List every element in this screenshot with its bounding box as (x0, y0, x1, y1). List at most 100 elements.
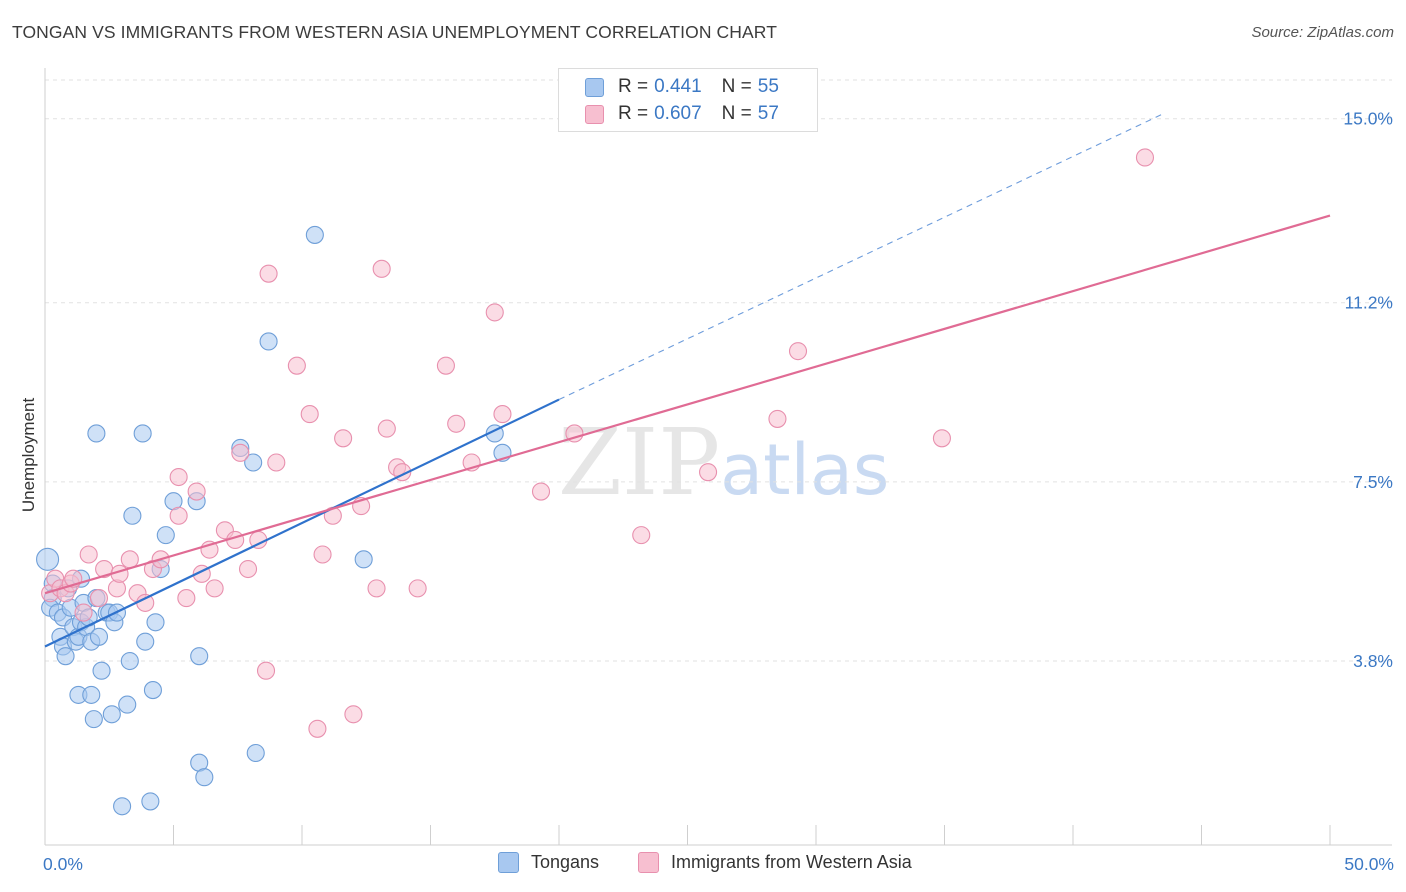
immigrant-point (531, 482, 551, 501)
immigrant-point (136, 593, 155, 612)
immigrant-point (367, 579, 386, 598)
immigrant-point (334, 429, 353, 448)
legend: R = 0.441 N = 55 R = 0.607 N = 57 (558, 68, 818, 132)
tongan-trend-line (44, 398, 560, 648)
tongan-point (123, 506, 142, 525)
immigrant-point (120, 550, 139, 569)
tongan-point (141, 792, 160, 811)
immigrant-point (408, 579, 427, 598)
tongan-point (120, 651, 139, 671)
immigrant-point (300, 405, 319, 424)
bottom-legend-swatch-immigrants (638, 852, 659, 873)
bottom-legend-label-tongans: Tongans (531, 852, 600, 872)
bottom-legend: Tongans Immigrants from Western Asia (0, 852, 1406, 878)
tongan-point (36, 547, 60, 571)
tongan-point (354, 550, 373, 569)
immigrant-point (632, 526, 651, 545)
legend-row-immigrants: R = 0.607 N = 57 (585, 101, 779, 127)
immigrant-point (267, 453, 286, 472)
immigrant-point (287, 356, 306, 375)
legend-n-label: N = (721, 76, 752, 97)
immigrant-point (372, 259, 391, 278)
tongan-point (133, 424, 152, 443)
bottom-legend-immigrants: Immigrants from Western Asia (638, 852, 912, 873)
tongan-point (190, 647, 209, 666)
watermark-atlas: atlas (720, 429, 889, 511)
immigrant-point (377, 419, 396, 438)
immigrant-point (344, 705, 363, 724)
immigrant-point (89, 589, 109, 608)
y-tick-label: 3.8% (1353, 651, 1393, 671)
tongan-point (246, 743, 265, 763)
legend-r-label: R = (618, 76, 649, 97)
legend-n-label: N = (721, 103, 752, 124)
tongan-point (82, 685, 101, 704)
tongan-point (89, 627, 109, 646)
y-tick-label: 11.2% (1345, 293, 1393, 313)
legend-row-tongans: R = 0.441 N = 55 (585, 74, 779, 100)
tongan-trend-extension (558, 113, 1164, 401)
tongan-point (113, 797, 132, 816)
immigrant-point (1135, 148, 1155, 167)
immigrant-point (768, 409, 787, 428)
legend-swatch-immigrants (585, 104, 604, 124)
legend-n-value: 55 (757, 76, 779, 97)
source-label: Source: ZipAtlas.com (1251, 24, 1394, 41)
immigrant-point (177, 589, 196, 608)
tongan-point (156, 526, 175, 545)
immigrant-point (699, 463, 718, 482)
watermark: ZIPatlas (558, 409, 889, 516)
immigrant-point (788, 342, 808, 361)
tongan-point (102, 705, 121, 724)
immigrant-point (565, 424, 584, 443)
trend-lines (44, 113, 1331, 648)
tongan-point (305, 225, 324, 244)
immigrant-point (187, 482, 206, 501)
immigrant-trend-line (44, 214, 1331, 595)
y-axis-title: Unemployment (19, 398, 38, 513)
y-tick-label: 15.0% (1343, 109, 1393, 129)
immigrant-point (447, 414, 466, 433)
chart-title: TONGAN VS IMMIGRANTS FROM WESTERN ASIA U… (12, 22, 777, 42)
immigrant-point (259, 264, 278, 283)
axes (44, 68, 1392, 846)
x-tick-label-min: 0.0% (43, 854, 83, 874)
bottom-legend-label-immigrants: Immigrants from Western Asia (671, 852, 912, 872)
tongan-point (146, 613, 165, 632)
legend-r-label: R = (618, 103, 649, 124)
y-tick-label: 7.5% (1353, 472, 1393, 492)
immigrant-point (932, 429, 951, 448)
immigrant-point (256, 661, 276, 680)
immigrant-point (231, 443, 250, 462)
immigrant-point (79, 545, 98, 564)
tick-labels: 3.8% 7.5% 11.2% 15.0% 0.0% 50.0% (43, 109, 1394, 874)
tongan-point (56, 647, 75, 666)
immigrant-point (308, 719, 327, 738)
tongan-point (84, 710, 103, 729)
immigrant-point (436, 356, 455, 375)
tongan-point (136, 632, 155, 651)
tongan-point (244, 453, 263, 472)
tongan-point (195, 768, 214, 787)
bottom-legend-tongans: Tongans (498, 852, 599, 873)
legend-r-value: 0.607 (654, 103, 702, 124)
bottom-legend-swatch-tongans (498, 852, 519, 873)
watermark-zip: ZIP (558, 409, 720, 516)
tongan-point (87, 424, 106, 443)
tongan-point (143, 681, 162, 700)
immigrant-point (169, 467, 188, 487)
immigrant-point (493, 405, 512, 424)
immigrant-point (485, 303, 504, 322)
legend-swatch-tongans (585, 77, 604, 97)
immigrant-point (205, 579, 224, 598)
immigrant-point (313, 545, 332, 564)
immigrant-point (238, 559, 258, 579)
tongan-point (259, 332, 278, 351)
tongan-point (92, 661, 111, 680)
legend-n-value: 57 (757, 103, 779, 124)
legend-r-value: 0.441 (654, 76, 702, 97)
tongan-point (118, 695, 137, 714)
immigrant-point (169, 506, 188, 525)
x-tick-label-max: 50.0% (1344, 854, 1394, 874)
